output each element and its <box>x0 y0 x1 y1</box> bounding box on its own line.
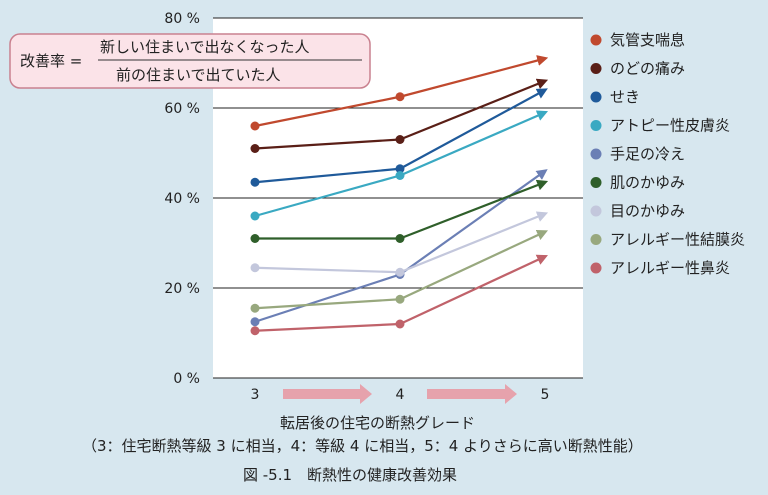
series-arrow-segment <box>399 88 548 170</box>
series-arrow-segment <box>399 169 548 276</box>
series-arrow-segment <box>399 211 549 274</box>
series-3 <box>250 110 549 221</box>
legend-marker <box>590 148 602 160</box>
series-line <box>254 266 401 274</box>
legend-label: アレルギー性結膜炎 <box>610 231 745 249</box>
data-point <box>395 267 405 277</box>
data-point <box>250 317 260 327</box>
legend-marker <box>590 63 602 74</box>
legend-label: のどの痛み <box>610 60 685 78</box>
series-2 <box>250 88 548 187</box>
series-arrow-segment <box>399 179 549 240</box>
series-line <box>254 273 401 323</box>
data-point <box>395 234 405 243</box>
y-axis-ticks: 0 % 20 % 40 % 60 % 80 % <box>164 11 200 387</box>
data-point <box>395 135 405 144</box>
data-point <box>395 171 405 180</box>
x-tick-label: 5 <box>541 387 550 403</box>
y-tick-label: 0 % <box>173 371 200 387</box>
legend-item: 気管支喘息 <box>590 31 685 49</box>
legend-marker <box>590 234 602 245</box>
series-1 <box>250 78 549 153</box>
x-tick-label: 3 <box>251 387 260 403</box>
series-line <box>254 298 401 310</box>
y-tick-label: 20 % <box>164 281 200 297</box>
legend-item: 手足の冷え <box>590 145 685 163</box>
series-arrow-segment <box>399 78 549 141</box>
data-point <box>250 303 260 313</box>
legend-item: アトピー性皮膚炎 <box>590 117 730 135</box>
x-axis-label: 転居後の住宅の断熱グレード <box>280 414 475 432</box>
series-arrow-segment <box>399 254 548 325</box>
legend-item: アレルギー性鼻炎 <box>590 259 730 277</box>
legend-item: のどの痛み <box>590 60 685 78</box>
series-line <box>254 322 401 332</box>
series-6 <box>250 211 549 277</box>
legend-label: 気管支喘息 <box>610 31 685 49</box>
y-tick-label: 60 % <box>164 101 200 117</box>
series-lines <box>250 55 549 336</box>
series-line <box>254 167 401 184</box>
series-0 <box>250 55 549 131</box>
legend: 気管支喘息のどの痛みせきアトピー性皮膚炎手足の冷え肌のかゆみ目のかゆみアレルギー… <box>590 31 745 277</box>
y-tick-label: 40 % <box>164 191 200 207</box>
legend-item: 肌のかゆみ <box>590 174 685 192</box>
series-arrow-segment <box>399 55 549 98</box>
legend-label: 手足の冷え <box>610 145 685 163</box>
series-arrow-segment <box>399 230 548 301</box>
grade-arrow-4-to-5 <box>427 384 517 404</box>
data-point <box>250 211 260 221</box>
data-point <box>250 144 260 153</box>
data-point <box>250 121 260 131</box>
legend-item: アレルギー性結膜炎 <box>590 231 745 249</box>
legend-item: 目のかゆみ <box>590 202 685 220</box>
data-point <box>250 177 260 187</box>
data-point <box>395 319 405 329</box>
data-point <box>250 263 260 273</box>
legend-item: せき <box>590 88 640 106</box>
data-point <box>250 326 260 336</box>
series-7 <box>250 230 548 313</box>
legend-label: アレルギー性鼻炎 <box>610 259 730 277</box>
grid <box>213 17 583 379</box>
data-point <box>250 234 260 243</box>
series-line <box>254 174 401 218</box>
grade-arrow-3-to-4 <box>283 384 372 404</box>
x-tick-label: 4 <box>396 387 405 403</box>
series-line <box>254 138 401 150</box>
legend-label: アトピー性皮膚炎 <box>610 117 730 135</box>
formula-denominator: 前の住まいで出ていた人 <box>116 66 281 84</box>
x-axis-note: （3：住宅断熱等級 3 に相当，4：等級 4 に相当，5：4 よりさらに高い断熱… <box>82 437 643 455</box>
series-arrow-segment <box>399 110 549 177</box>
series-8 <box>250 254 548 336</box>
series-line <box>254 95 401 128</box>
data-point <box>395 92 405 102</box>
y-tick-label: 80 % <box>164 11 200 27</box>
grade-arrows <box>283 384 517 404</box>
data-point <box>395 294 405 304</box>
formula-box-frame <box>9 33 371 89</box>
legend-marker <box>590 120 602 131</box>
legend-label: 肌のかゆみ <box>610 174 685 192</box>
legend-marker <box>590 205 602 217</box>
x-axis-ticks: 3 4 5 <box>251 387 550 403</box>
legend-marker <box>590 262 602 274</box>
legend-label: せき <box>610 88 640 106</box>
legend-marker <box>590 34 602 46</box>
formula-numerator: 新しい住まいで出なくなった人 <box>100 38 310 56</box>
series-4 <box>250 169 548 327</box>
formula-lhs: 改善率 = <box>20 52 82 70</box>
series-5 <box>250 179 549 243</box>
legend-marker <box>590 177 602 188</box>
legend-label: 目のかゆみ <box>610 202 685 220</box>
figure-caption: 図 -5.1 断熱性の健康改善効果 <box>243 466 457 484</box>
formula-box: 改善率 = 新しい住まいで出なくなった人 前の住まいで出ていた人 <box>9 33 371 89</box>
data-point <box>395 164 405 174</box>
legend-marker <box>590 91 602 103</box>
